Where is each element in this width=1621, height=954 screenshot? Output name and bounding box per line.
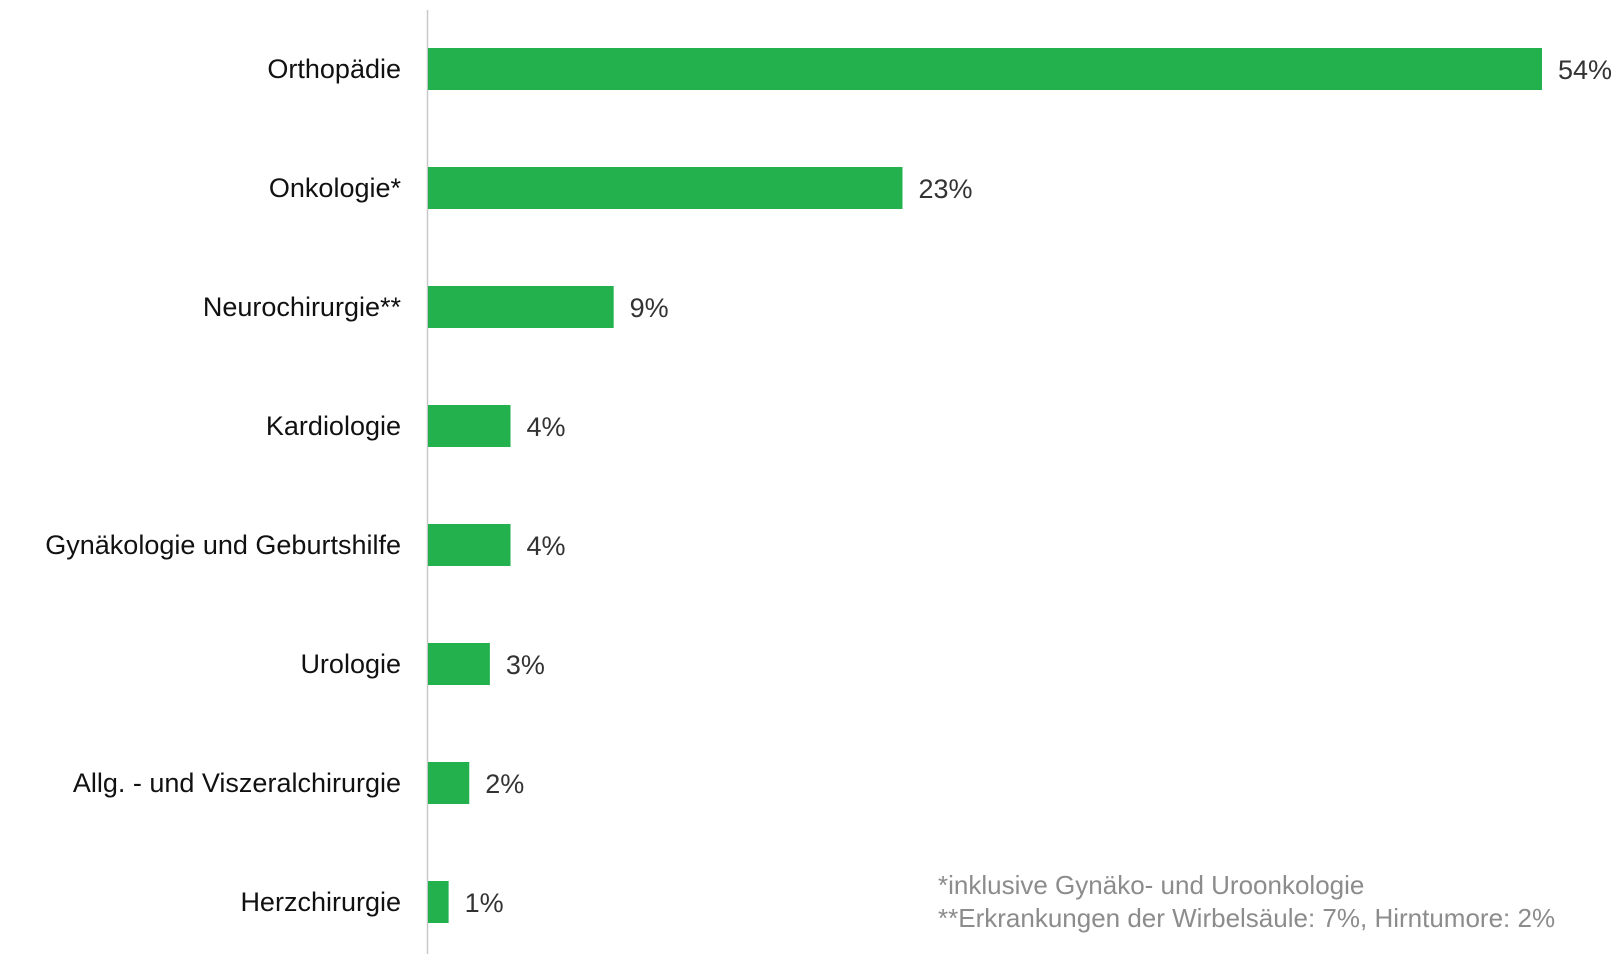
value-label-7: 1% [465, 888, 504, 918]
category-label-1: Onkologie* [269, 173, 402, 203]
category-label-3: Kardiologie [266, 411, 401, 441]
footnote-2: **Erkrankungen der Wirbelsäule: 7%, Hirn… [938, 903, 1555, 933]
bar-2 [428, 286, 614, 328]
value-labels: 54% 23% 9% 4% 4% 3% 2% 1% [465, 55, 1612, 918]
value-label-3: 4% [527, 412, 566, 442]
bar-0 [428, 48, 1542, 90]
value-label-1: 23% [918, 174, 972, 204]
category-label-5: Urologie [300, 649, 401, 679]
value-label-4: 4% [527, 531, 566, 561]
bar-7 [428, 881, 449, 923]
value-label-0: 54% [1558, 55, 1612, 85]
category-label-7: Herzchirurgie [240, 887, 401, 917]
value-label-5: 3% [506, 650, 545, 680]
bar-3 [428, 405, 511, 447]
bars-group [428, 48, 1542, 923]
value-label-2: 9% [630, 293, 669, 323]
value-label-6: 2% [485, 769, 524, 799]
category-label-6: Allg. - und Viszeralchirurgie [73, 768, 401, 798]
bar-1 [428, 167, 903, 209]
category-label-4: Gynäkologie und Geburtshilfe [45, 530, 401, 560]
bar-5 [428, 643, 490, 685]
category-labels: Orthopädie Onkologie* Neurochirurgie** Kard… [45, 54, 401, 917]
bar-4 [428, 524, 511, 566]
bar-6 [428, 762, 470, 804]
category-label-2: Neurochirurgie** [203, 292, 402, 322]
footnote-1: *inklusive Gynäko- und Uroonkologie [938, 870, 1364, 900]
category-label-0: Orthopädie [267, 54, 401, 84]
